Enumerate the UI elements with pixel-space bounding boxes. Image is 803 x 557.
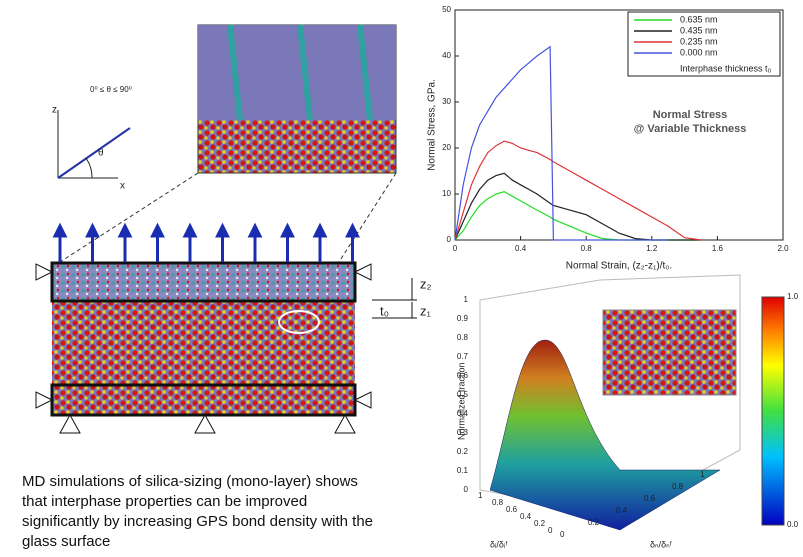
left-tick-label: 0.2 <box>534 519 546 528</box>
molecule-chain <box>227 24 373 121</box>
top-grip <box>50 261 357 303</box>
caption-line: that interphase properties can be improv… <box>22 493 307 510</box>
series-line <box>454 172 701 241</box>
y-tick-label: 20 <box>442 143 451 152</box>
direction-arrow <box>57 127 131 179</box>
legend-box <box>627 11 781 77</box>
supports <box>35 263 372 409</box>
load-arrow <box>85 222 100 262</box>
z-tick-label: 0.9 <box>457 314 469 323</box>
surface-inset <box>602 309 737 396</box>
right-tick-label: 0 <box>560 530 565 539</box>
left-axis-label: δᵢ/δᵢᶠ <box>490 539 507 549</box>
right-tick-label: 0.2 <box>588 518 600 527</box>
left-tick-label: 0.8 <box>492 498 504 507</box>
load-arrow <box>182 222 198 262</box>
load-arrow <box>280 222 295 262</box>
z-tick-label: 0.1 <box>457 466 469 475</box>
z-tick-label: 0.3 <box>457 428 469 437</box>
x-tick-label: 0.8 <box>581 244 593 253</box>
legend-label: 0.000 nm <box>680 47 718 57</box>
load-arrow <box>345 222 360 262</box>
x-tick-label: 1.2 <box>646 244 658 253</box>
right-tick-label: 0.6 <box>644 494 656 503</box>
z-tick-label: 0 <box>464 485 469 494</box>
left-tick-label: 0 <box>548 526 553 535</box>
caption-line: MD simulations of silica-sizing (mono-la… <box>22 473 358 490</box>
left-tick-label: 1 <box>478 491 483 500</box>
series-line <box>454 191 701 241</box>
z2-label: z₂ <box>420 276 432 291</box>
angle-range: 0⁰ ≤ θ ≤ 90⁰ <box>90 85 132 94</box>
y-tick-label: 30 <box>442 97 451 106</box>
load-arrow <box>150 222 165 262</box>
colorbar <box>761 296 785 526</box>
axis-label: z <box>52 105 57 116</box>
series-line <box>454 45 669 241</box>
y-tick-label: 40 <box>442 51 451 60</box>
z-tick-label: 0.6 <box>457 371 469 380</box>
legend-label: 0.235 nm <box>680 36 718 46</box>
z-tick-label: 0.8 <box>457 333 469 342</box>
load-arrow <box>117 222 133 262</box>
y-tick-label: 0 <box>447 235 452 244</box>
left-tick-label: 0.6 <box>506 505 518 514</box>
theta-label: θ <box>98 148 104 159</box>
x-tick-label: 0.4 <box>515 244 527 253</box>
y-tick-label: 10 <box>442 189 451 198</box>
x-tick-label: 1.6 <box>712 244 724 253</box>
caption-line: significantly by increasing GPS bond den… <box>22 513 373 530</box>
x-tick-label: 0 <box>453 244 458 253</box>
annotation: Normal Stress <box>653 109 728 121</box>
series-line <box>454 140 702 241</box>
caption-line: glass surface <box>22 533 110 550</box>
load-arrow <box>52 222 68 262</box>
x-axis-label: Normal Strain, (z₂-z₁)/t₀. <box>566 261 672 272</box>
t0-label: t₀ <box>380 303 389 318</box>
legend-label: 0.635 nm <box>680 14 718 24</box>
load-arrow <box>215 222 230 262</box>
load-arrow <box>312 222 328 262</box>
dimension <box>372 278 417 319</box>
x-tick-label: 2.0 <box>777 244 789 253</box>
y-axis-label: Normal Stress, GPa. <box>427 79 438 171</box>
z-tick-label: 0.2 <box>457 447 469 456</box>
right-tick-label: 0.4 <box>616 506 628 515</box>
z-tick-label: 0.7 <box>457 352 469 361</box>
right-tick-label: 0.8 <box>672 482 684 491</box>
annotation: @ Variable Thickness <box>634 123 747 135</box>
angle-arc <box>85 157 93 179</box>
z-axis-label: Normalized traction <box>456 362 466 440</box>
zoom-line <box>59 172 199 263</box>
right-axis-label: δₙ/δₙᶠ <box>650 539 672 549</box>
surface <box>489 339 721 531</box>
colorbar-tick: 0.0 <box>787 520 799 529</box>
colorbar-tick: 1.0 <box>787 292 799 301</box>
legend-label: 0.435 nm <box>680 25 718 35</box>
z1-label: z₁ <box>420 303 432 318</box>
right-tick-label: 1 <box>700 470 705 479</box>
y-tick-label: 50 <box>442 5 451 14</box>
z-tick-label: 0.4 <box>457 409 469 418</box>
z-tick-label: 0.5 <box>457 390 469 399</box>
pins <box>59 413 356 434</box>
left-tick-label: 0.4 <box>520 512 532 521</box>
highlight <box>278 310 320 334</box>
axis-label: x <box>120 181 125 192</box>
z-tick-label: 1 <box>464 295 469 304</box>
legend-title: Interphase thickness t₀ <box>680 63 772 73</box>
load-arrow <box>247 222 263 262</box>
